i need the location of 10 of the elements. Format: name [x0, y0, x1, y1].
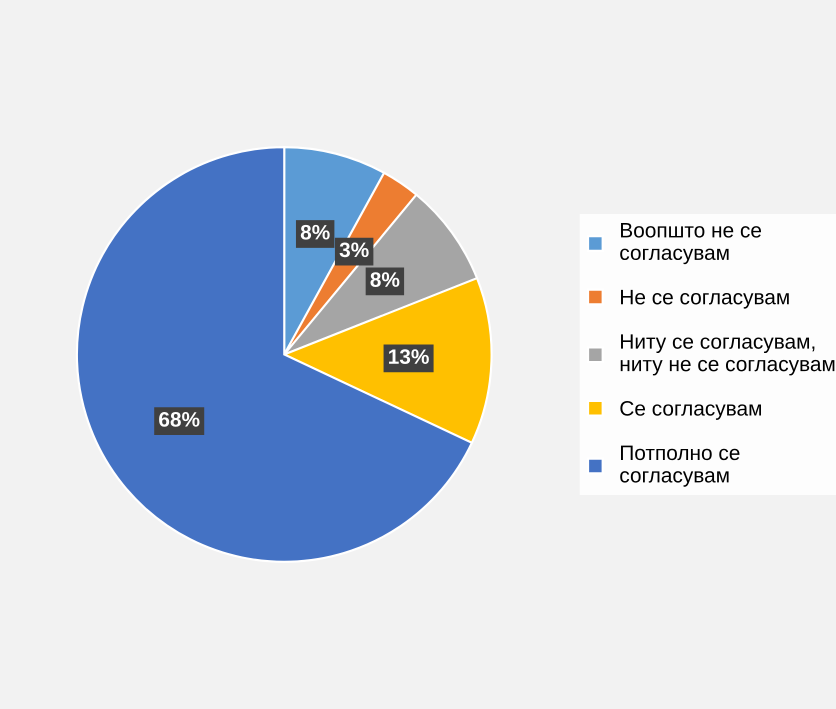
- legend-label: Воопшто не се согласувам: [620, 223, 762, 264]
- legend-label: Се согласувам: [620, 400, 761, 420]
- data-label: 13%: [389, 349, 429, 364]
- legend-label: Ниту се согласувам, ниту не се согласувам: [620, 334, 834, 376]
- legend-label: Не се согласувам: [621, 290, 789, 309]
- data-label: 68%: [159, 412, 200, 427]
- legend-label: Потполно се согласувам: [620, 446, 740, 487]
- data-label: 8%: [370, 272, 400, 287]
- data-label: 3%: [340, 242, 369, 258]
- data-label: 8%: [300, 224, 330, 240]
